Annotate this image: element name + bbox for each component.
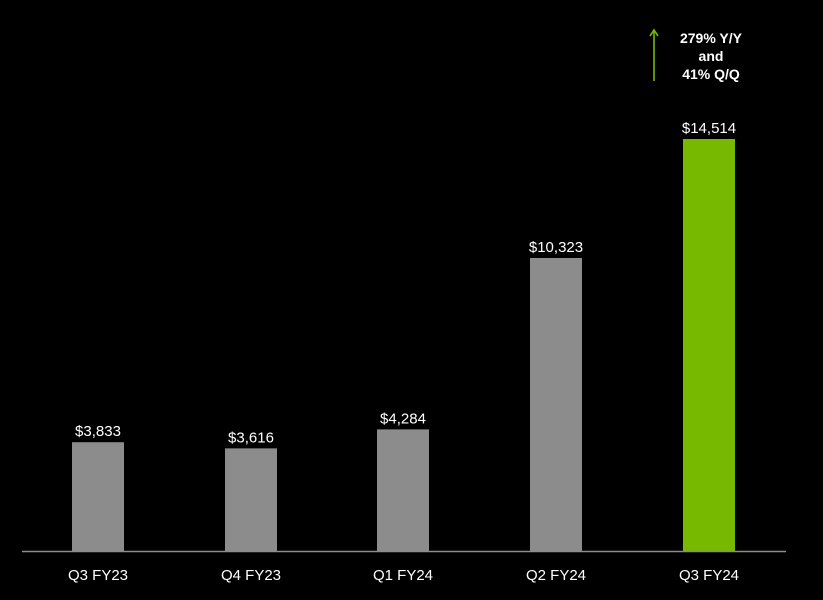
x-tick-label: Q2 FY24 <box>526 567 586 584</box>
bar-q4-fy23 <box>225 448 277 551</box>
bar-q3-fy23 <box>72 442 124 551</box>
bar-q1-fy24 <box>377 429 429 551</box>
bar-q3-fy24 <box>683 139 735 551</box>
x-tick-label: Q3 FY24 <box>679 567 739 584</box>
x-tick-labels-group: Q3 FY23 Q4 FY23 Q1 FY24 Q2 FY24 Q3 FY24 <box>68 567 739 584</box>
x-tick-label: Q1 FY24 <box>373 567 433 584</box>
bar-value-label: $4,284 <box>380 410 426 427</box>
annotation-line-qoq: 41% Q/Q <box>682 66 740 82</box>
bar-value-label: $10,323 <box>529 239 583 256</box>
x-tick-label: Q3 FY23 <box>68 567 128 584</box>
growth-annotation: 279% Y/Y and 41% Q/Q <box>668 29 754 83</box>
arrow-up-icon <box>649 28 659 81</box>
annotation-line-yoy: 279% Y/Y <box>679 30 742 46</box>
bar-value-label: $3,833 <box>75 423 121 440</box>
x-tick-label: Q4 FY23 <box>221 567 281 584</box>
bar-value-label: $14,514 <box>682 120 736 137</box>
bar-q2-fy24 <box>530 257 582 551</box>
annotation-line-and: and <box>698 48 724 64</box>
bars-group <box>72 139 735 551</box>
value-labels-group: $3,833 $3,616 $4,284 $10,323 $14,514 <box>75 120 736 446</box>
bar-value-label: $3,616 <box>228 429 274 446</box>
